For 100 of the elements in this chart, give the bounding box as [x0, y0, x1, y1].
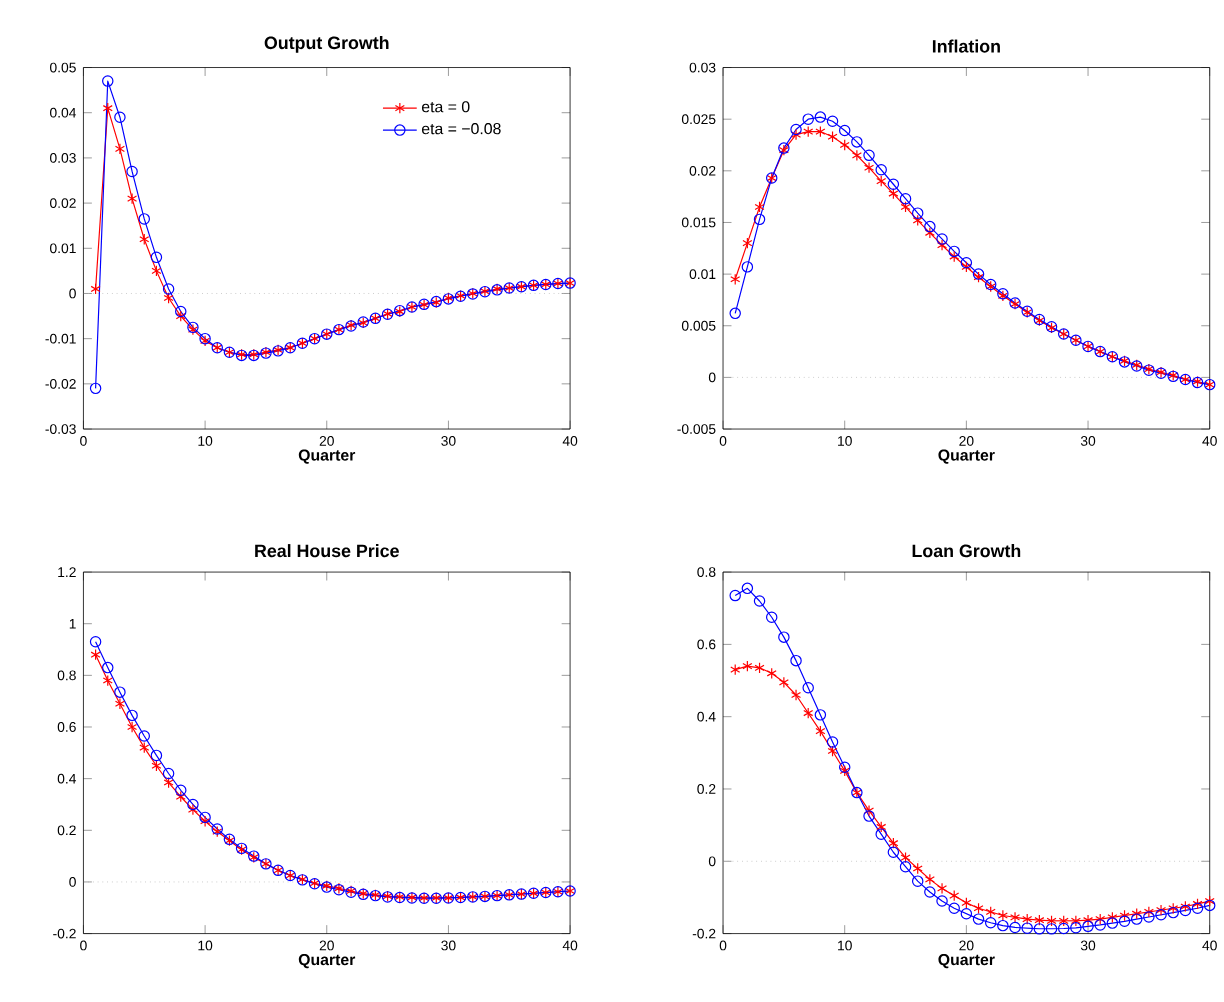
point [814, 111, 827, 124]
point [936, 895, 948, 908]
point [175, 784, 187, 797]
point [753, 595, 766, 608]
point [753, 214, 766, 226]
point [936, 239, 948, 252]
point [1021, 922, 1033, 935]
point [1045, 923, 1058, 936]
point [1082, 914, 1094, 927]
point [827, 131, 838, 143]
point [888, 188, 899, 200]
point [163, 777, 174, 789]
point [790, 124, 802, 136]
point [114, 698, 125, 710]
point [1143, 911, 1155, 924]
point [827, 745, 838, 758]
point [924, 221, 936, 233]
chart-title: Real House Price [255, 544, 399, 558]
point [175, 791, 186, 803]
point [138, 730, 151, 743]
point [102, 675, 113, 687]
point [163, 292, 174, 305]
point [899, 861, 912, 873]
point [1057, 923, 1070, 935]
point [814, 709, 827, 722]
point [1094, 919, 1106, 932]
point [888, 837, 899, 850]
point [802, 113, 814, 126]
point [162, 768, 175, 780]
point [912, 863, 923, 875]
point [139, 742, 150, 754]
point [1022, 913, 1033, 926]
point [851, 136, 863, 149]
point [790, 129, 802, 141]
point [851, 150, 862, 162]
point [102, 662, 114, 674]
point [924, 874, 935, 886]
point [948, 246, 960, 258]
point [1167, 907, 1179, 919]
point [114, 111, 126, 124]
chart-title: Loan Growth [912, 544, 1021, 558]
point [815, 725, 826, 738]
point [765, 611, 778, 624]
point [973, 902, 984, 915]
point [151, 760, 162, 772]
point [162, 283, 175, 296]
point [766, 667, 777, 680]
point [863, 810, 875, 823]
point [742, 237, 753, 250]
point [936, 233, 948, 246]
point [790, 689, 802, 702]
point [1168, 902, 1179, 915]
point [826, 115, 839, 128]
point [1082, 921, 1094, 933]
point [741, 261, 754, 274]
point [1095, 913, 1106, 926]
point [1155, 904, 1167, 917]
point [138, 213, 151, 226]
point [126, 710, 138, 722]
point [863, 805, 875, 817]
point [790, 655, 802, 667]
point [126, 166, 138, 178]
point [911, 207, 924, 220]
point [1118, 915, 1131, 928]
point [875, 828, 887, 841]
point [1033, 923, 1046, 936]
point [1034, 914, 1045, 927]
point [127, 721, 138, 734]
point [887, 178, 900, 191]
point [887, 846, 900, 859]
point [875, 164, 887, 176]
point [936, 883, 948, 895]
point [960, 257, 973, 269]
point [1106, 917, 1119, 930]
point [742, 660, 753, 673]
point [911, 875, 924, 888]
point [826, 736, 839, 749]
point [1070, 922, 1082, 934]
point [997, 920, 1009, 932]
point [839, 139, 850, 152]
point [815, 126, 826, 138]
point [1131, 908, 1142, 920]
point [102, 75, 114, 88]
point [139, 233, 150, 246]
point [900, 852, 911, 864]
point [899, 193, 912, 205]
point [803, 707, 814, 720]
point [949, 890, 960, 902]
point [187, 799, 199, 811]
point [114, 686, 126, 699]
point [102, 102, 113, 115]
point [960, 908, 973, 920]
point [863, 150, 875, 162]
point [1130, 913, 1143, 926]
point [150, 252, 163, 264]
point [997, 910, 1008, 922]
point [912, 215, 923, 227]
point [803, 126, 814, 138]
chart-title: Inflation [932, 39, 1000, 54]
point [863, 162, 875, 174]
